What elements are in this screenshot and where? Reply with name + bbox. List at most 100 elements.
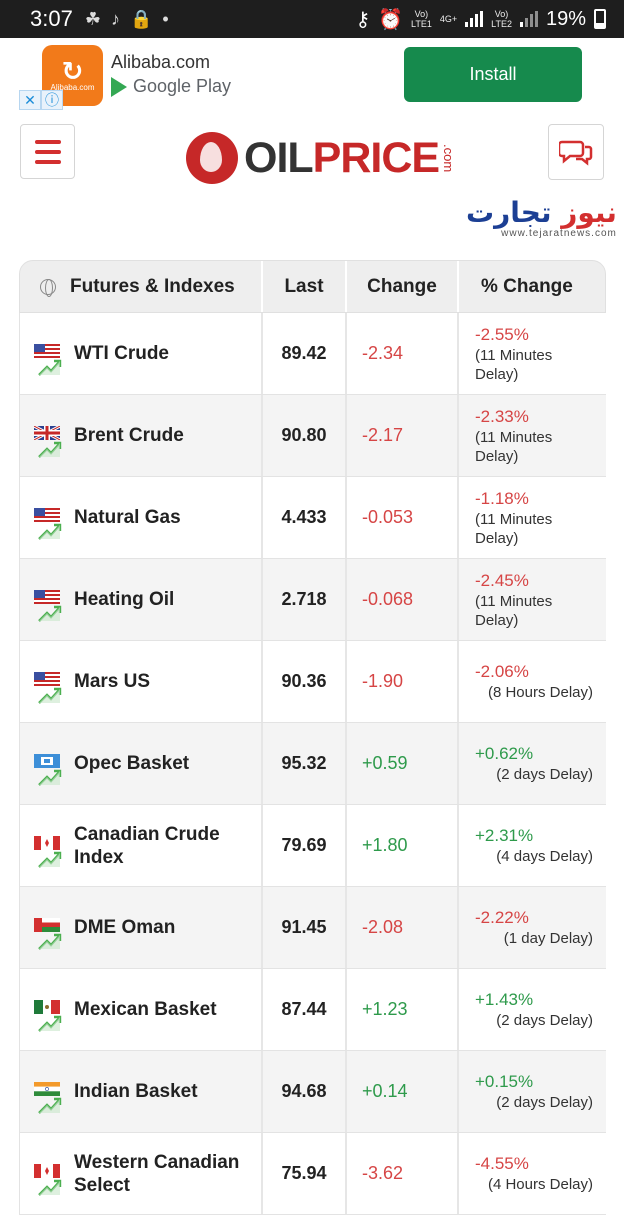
battery-percent: 19% xyxy=(545,7,586,30)
futures-table: Futures & Indexes Last Change % Change W… xyxy=(19,260,606,1215)
cell-last: 94.68 xyxy=(263,1051,347,1132)
hamburger-icon xyxy=(34,139,61,144)
trend-chart-icon xyxy=(38,605,62,622)
close-ad-icon[interactable]: ✕ xyxy=(19,90,41,110)
install-button[interactable]: Install xyxy=(404,47,582,102)
pct-change-value: +0.15% xyxy=(475,1072,534,1091)
cell-change: -2.34 xyxy=(347,313,459,394)
watermark-blue: تجارت xyxy=(466,196,552,229)
cell-name[interactable]: WTI Crude xyxy=(20,313,263,394)
menu-button[interactable] xyxy=(20,124,75,179)
pct-change-value: -4.55% xyxy=(475,1154,529,1173)
flag-om-icon xyxy=(34,904,62,952)
cell-name[interactable]: Mexican Basket xyxy=(20,969,263,1050)
cell-change: -0.068 xyxy=(347,559,459,640)
chat-bubbles-icon xyxy=(559,140,593,166)
watermark-red: نیوز xyxy=(561,196,617,229)
table-row[interactable]: Natural Gas 4.433 -0.053 -1.18% (11 Minutes … xyxy=(19,477,606,559)
pct-change-value: -2.33% xyxy=(475,406,529,426)
delay-note: (2 days Delay) xyxy=(496,1012,593,1029)
lock-icon: 🔒 xyxy=(129,8,153,29)
alibaba-swirl-icon: ↻ xyxy=(61,56,84,86)
tejarat-news-watermark: نیوز تجارت www.tejaratnews.com xyxy=(466,196,617,240)
lte1-label: Vo) LTE1 xyxy=(411,9,432,29)
instrument-name[interactable]: Canadian Crude Index xyxy=(74,823,220,868)
ad-banner[interactable]: ↻ Alibaba.com Alibaba.com Google Play In… xyxy=(0,38,624,118)
delay-note: (11 Minutes Delay) xyxy=(475,510,553,547)
trend-chart-icon xyxy=(38,1015,62,1032)
lte2-label: Vo) LTE2 xyxy=(491,9,512,29)
instrument-name[interactable]: Opec Basket xyxy=(74,753,190,774)
flag-us-icon xyxy=(34,576,62,624)
table-row[interactable]: Western Canadian Select 75.94 -3.62 -4.55% (… xyxy=(19,1133,606,1215)
cell-name[interactable]: DME Oman xyxy=(20,887,263,968)
notification-icons: ☘ ♪ 🔒 • xyxy=(85,9,169,30)
cell-name[interactable]: Mars US xyxy=(20,641,263,722)
logo-oil: OIL xyxy=(244,133,314,182)
table-row[interactable]: Indian Basket 94.68 +0.14 +0.15% (2 days Del… xyxy=(19,1051,606,1133)
cell-name[interactable]: Natural Gas xyxy=(20,477,263,558)
table-row[interactable]: Brent Crude 90.80 -2.17 -2.33% (11 Minutes D… xyxy=(19,395,606,477)
pct-change-value: -2.45% xyxy=(475,570,529,590)
trend-chart-icon xyxy=(38,851,62,868)
instrument-name[interactable]: Mars US xyxy=(74,671,151,692)
cell-name[interactable]: Western Canadian Select xyxy=(20,1133,263,1214)
cell-pct-change: +1.43% (2 days Delay) xyxy=(459,969,607,1050)
chat-button[interactable] xyxy=(548,124,604,180)
col-header-last[interactable]: Last xyxy=(263,261,347,312)
cell-name[interactable]: Indian Basket xyxy=(20,1051,263,1132)
table-row[interactable]: Mexican Basket 87.44 +1.23 +1.43% (2 days De… xyxy=(19,969,606,1051)
cell-change: +0.14 xyxy=(347,1051,459,1132)
flag-ca-icon xyxy=(34,1150,62,1198)
cell-change: -2.17 xyxy=(347,395,459,476)
cell-change: -2.08 xyxy=(347,887,459,968)
instrument-name[interactable]: Natural Gas xyxy=(74,507,181,528)
ad-app-name: Alibaba.com xyxy=(111,52,211,72)
flag-opec-icon xyxy=(34,740,62,788)
pct-change-value: +1.43% xyxy=(475,990,534,1009)
instrument-name[interactable]: Brent Crude xyxy=(74,425,184,446)
table-header: Futures & Indexes Last Change % Change xyxy=(19,260,606,313)
table-row[interactable]: Opec Basket 95.32 +0.59 +0.62% (2 days Delay… xyxy=(19,723,606,805)
logo-com: .com xyxy=(441,143,457,173)
cell-name[interactable]: Heating Oil xyxy=(20,559,263,640)
trend-chart-icon xyxy=(38,1179,62,1196)
table-row[interactable]: Heating Oil 2.718 -0.068 -2.45% (11 Minutes … xyxy=(19,559,606,641)
signal-1-icon xyxy=(465,11,484,27)
system-icons: ⚷ ⏰ Vo) LTE1 4G+ Vo) LTE2 19% xyxy=(355,7,606,32)
instrument-name[interactable]: Heating Oil xyxy=(74,589,175,610)
cell-name[interactable]: Opec Basket xyxy=(20,723,263,804)
pct-change-value: +2.31% xyxy=(475,826,534,845)
google-play-icon xyxy=(111,76,127,97)
cell-pct-change: -2.33% (11 Minutes Delay) xyxy=(459,395,607,476)
cell-pct-change: -2.22% (1 day Delay) xyxy=(459,887,607,968)
table-row[interactable]: WTI Crude 89.42 -2.34 -2.55% (11 Minutes Del… xyxy=(19,313,606,395)
ad-choices[interactable]: ✕ ⓘ xyxy=(19,90,63,110)
pct-change-value: -2.55% xyxy=(475,324,529,344)
col-header-name[interactable]: Futures & Indexes xyxy=(20,261,263,312)
instrument-name[interactable]: Western Canadian Select xyxy=(74,1151,240,1196)
cell-last: 89.42 xyxy=(263,313,347,394)
ad-info-icon[interactable]: ⓘ xyxy=(41,90,63,110)
table-row[interactable]: DME Oman 91.45 -2.08 -2.22% (1 day Delay) xyxy=(19,887,606,969)
alibaba-logo-label: Alibaba.com xyxy=(50,83,95,92)
oilprice-logo[interactable]: OILPRICE .com xyxy=(186,132,456,184)
col-header-pct-change[interactable]: % Change xyxy=(481,275,573,297)
cell-pct-change: +0.62% (2 days Delay) xyxy=(459,723,607,804)
instrument-name[interactable]: WTI Crude xyxy=(74,343,169,364)
cell-name[interactable]: Brent Crude xyxy=(20,395,263,476)
instrument-name[interactable]: Mexican Basket xyxy=(74,999,217,1020)
table-row[interactable]: Mars US 90.36 -1.90 -2.06% (8 Hours Delay) xyxy=(19,641,606,723)
cell-last: 91.45 xyxy=(263,887,347,968)
instrument-name[interactable]: Indian Basket xyxy=(74,1081,198,1102)
delay-note: (4 days Delay) xyxy=(496,848,593,865)
cell-name[interactable]: Canadian Crude Index xyxy=(20,805,263,886)
table-row[interactable]: Canadian Crude Index 79.69 +1.80 +2.31% (4 d… xyxy=(19,805,606,887)
col-header-change[interactable]: Change xyxy=(347,261,459,312)
pct-change-value: -2.22% xyxy=(475,908,529,927)
globe-icon xyxy=(40,278,56,297)
cell-change: -3.62 xyxy=(347,1133,459,1214)
instrument-name[interactable]: DME Oman xyxy=(74,917,176,938)
pct-change-value: -1.18% xyxy=(475,488,529,508)
trend-chart-icon xyxy=(38,933,62,950)
